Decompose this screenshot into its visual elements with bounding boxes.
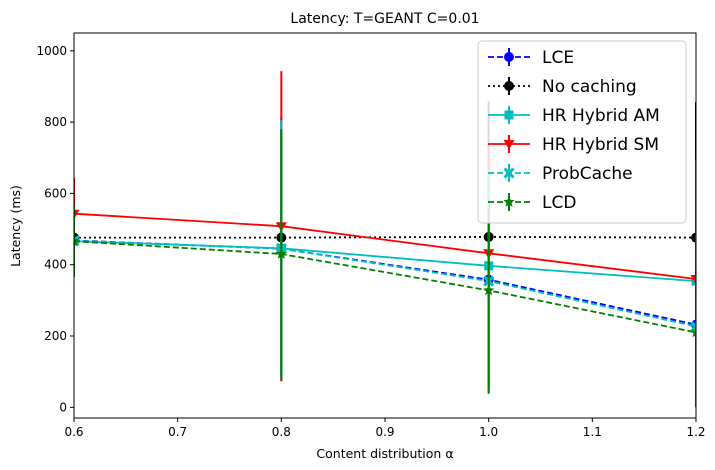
legend-marker	[503, 167, 515, 179]
data-point	[482, 284, 495, 296]
legend-entry: No caching	[488, 77, 637, 97]
legend-entry: ProbCache	[488, 164, 633, 184]
legend-marker	[504, 110, 514, 120]
y-tick-label: 0	[59, 400, 67, 414]
legend-label: HR Hybrid SM	[542, 135, 659, 155]
data-point	[691, 232, 696, 243]
y-tick-label: 400	[44, 258, 67, 272]
y-tick-label: 1000	[36, 44, 67, 58]
x-tick-label: 0.8	[272, 425, 291, 439]
legend-marker	[503, 140, 515, 150]
y-tick-label: 800	[44, 115, 67, 129]
data-point	[690, 274, 696, 285]
legend-marker	[503, 196, 515, 207]
x-tick-label: 1.1	[583, 425, 602, 439]
legend-label: HR Hybrid AM	[542, 106, 660, 126]
legend-label: LCD	[542, 193, 576, 213]
legend-entry: HR Hybrid AM	[488, 106, 660, 126]
x-axis: 0.6 0.7 0.8 0.9 1.0 1.1 1.2	[64, 418, 706, 439]
x-axis-label: Content distribution α	[316, 446, 453, 461]
series-line	[74, 240, 696, 334]
x-tick-label: 0.9	[375, 425, 394, 439]
legend-marker	[504, 52, 514, 62]
x-tick-label: 0.6	[64, 425, 83, 439]
x-tick-label: 1.2	[686, 425, 705, 439]
data-point	[691, 276, 696, 286]
legend-marker	[504, 81, 514, 91]
data-point	[275, 248, 288, 259]
x-tick-label: 1.0	[479, 425, 498, 439]
data-point	[690, 326, 696, 338]
legend-label: ProbCache	[542, 164, 633, 184]
legend-label: No caching	[542, 77, 637, 97]
y-axis-label: Latency (ms)	[8, 185, 23, 267]
y-axis: 0 200 400 600 800 1000	[36, 44, 74, 414]
x-tick-label: 0.7	[168, 425, 187, 439]
series-line	[74, 212, 696, 280]
legend-entry: HR Hybrid SM	[488, 135, 659, 155]
data-point	[74, 235, 80, 247]
data-point	[690, 320, 696, 332]
series-line	[74, 235, 696, 239]
series-line	[74, 239, 696, 328]
legend: LCE No caching HR Hybrid AM HR Hybrid SM Pro…	[477, 40, 687, 224]
data-point	[74, 235, 80, 247]
y-tick-label: 200	[44, 329, 67, 343]
chart-title: Latency: T=GEANT C=0.01	[290, 11, 479, 27]
y-tick-label: 600	[44, 186, 67, 200]
series-lcd	[74, 129, 696, 408]
data-point	[74, 209, 80, 220]
legend-label: LCE	[542, 48, 574, 68]
legend-entry: LCD	[488, 193, 576, 213]
legend-entry: LCE	[488, 48, 574, 68]
